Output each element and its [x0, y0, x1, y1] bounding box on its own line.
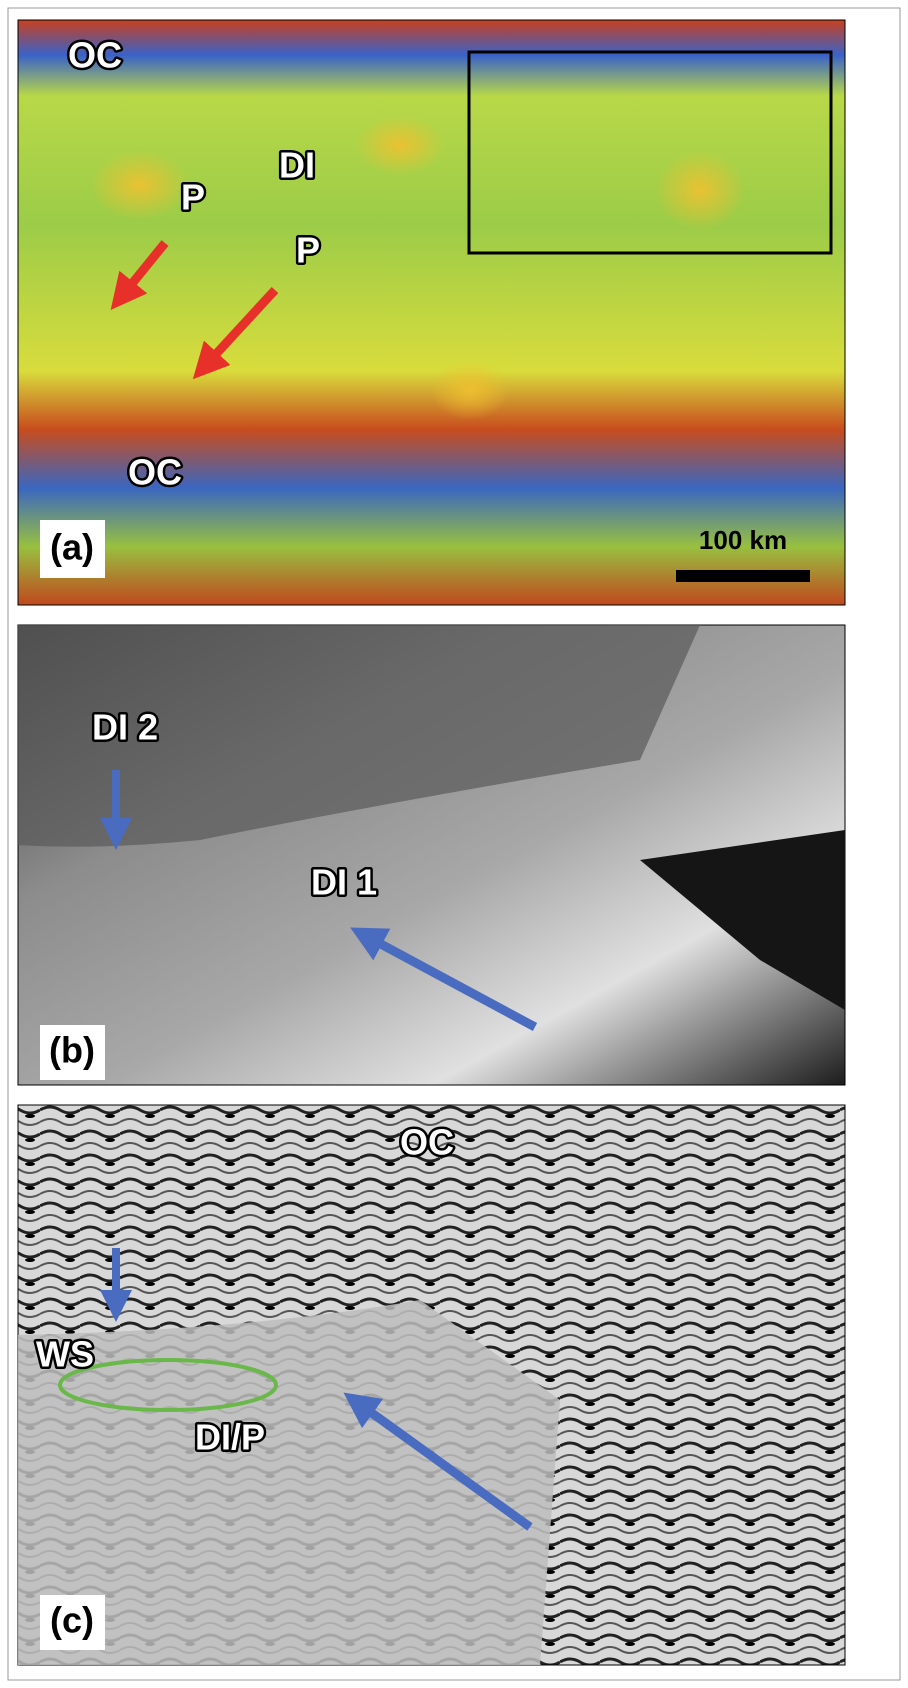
panel-label: (a): [50, 527, 94, 568]
annotation: DI 2: [92, 707, 158, 748]
panel-b: DI 2 DI 1 (b): [18, 625, 845, 1085]
annotation: DI: [279, 145, 315, 186]
annotation: P: [181, 177, 205, 218]
panel-c: OC WS DI/P (c): [18, 1105, 845, 1665]
annotation: DI/P: [195, 1417, 265, 1458]
map-image: [18, 20, 845, 605]
anomaly: [90, 150, 190, 220]
panel-label: (b): [49, 1030, 95, 1071]
annotation: WS: [36, 1334, 94, 1375]
annotation: OC: [68, 35, 122, 76]
annotation: OC: [400, 1122, 454, 1163]
page: {"panels": [ {"label": "(a)", "annotatio…: [0, 0, 908, 1688]
anomaly: [355, 115, 445, 175]
annotation: OC: [128, 452, 182, 493]
annotation: DI 1: [311, 862, 377, 903]
panel-label: (c): [50, 1600, 94, 1641]
figure: OC DI P P OC (a) 100 km DI 2 DI 1 (b) OC…: [0, 0, 908, 1688]
scale-bar: [676, 570, 810, 582]
anomaly: [655, 150, 745, 230]
anomaly: [430, 360, 510, 420]
annotation: P: [296, 230, 320, 271]
scale-bar-label: 100 km: [699, 525, 787, 555]
panel-a: OC DI P P OC (a) 100 km: [18, 20, 845, 605]
